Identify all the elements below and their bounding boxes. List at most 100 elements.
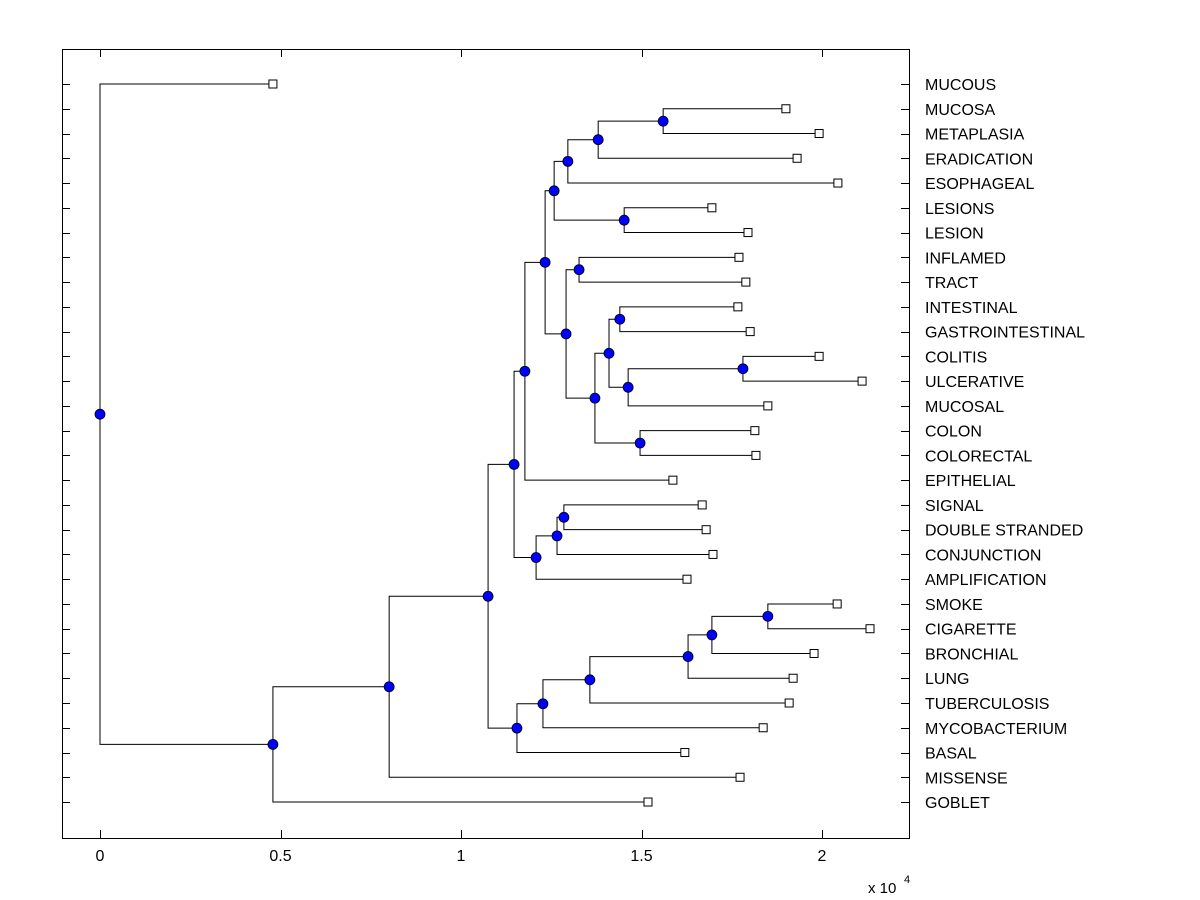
merge-node-marker — [706, 629, 718, 641]
leaf-marker — [735, 772, 745, 782]
leaf-marker — [865, 624, 875, 634]
leaf-label: CIGARETTE — [925, 622, 1017, 639]
leaf-label: COLORECTAL — [925, 448, 1032, 465]
branch-line — [608, 353, 629, 388]
leaf-label: SMOKE — [925, 597, 983, 614]
leaf-marker — [743, 228, 753, 238]
branch-line — [594, 352, 610, 399]
branch-line — [535, 535, 558, 558]
leaf-marker — [701, 525, 711, 535]
branch-line — [524, 371, 673, 481]
branch-line — [524, 261, 546, 372]
node-markers — [94, 79, 875, 807]
branch-line — [544, 262, 567, 335]
leaf-marker — [809, 648, 819, 658]
branch-line — [567, 161, 838, 184]
merge-node-marker — [551, 530, 563, 542]
leaf-label: LUNG — [925, 671, 969, 688]
branch-line — [487, 596, 517, 729]
axes-frame — [62, 49, 910, 839]
x-tick-label: 1.5 — [630, 848, 652, 865]
branch-line — [639, 443, 756, 456]
merge-node-marker — [584, 674, 596, 686]
branch-line — [516, 703, 543, 729]
branch-line — [388, 686, 741, 778]
leaf-marker — [734, 252, 744, 262]
leaf-marker — [750, 426, 760, 436]
branch-line — [767, 603, 838, 617]
x-tick-label: 0 — [96, 848, 105, 865]
axis-ticks: 0 0.5 1 1.5 2 — [62, 49, 909, 865]
branch-line — [99, 83, 273, 415]
leaf-marker — [708, 549, 718, 559]
leaf-label: GASTROINTESTINAL — [925, 325, 1085, 342]
merge-node-marker — [482, 590, 494, 602]
merge-node-marker — [530, 552, 542, 563]
merge-node-marker — [634, 437, 646, 449]
leaf-marker — [697, 500, 707, 510]
merge-node-marker — [383, 681, 395, 693]
leaf-marker — [832, 599, 842, 609]
branch-lines — [99, 83, 871, 803]
leaf-label: INFLAMED — [925, 250, 1006, 267]
merge-node-marker — [614, 313, 626, 325]
branch-line — [639, 430, 755, 444]
leaf-label: MYCOBACTERIUM — [925, 721, 1067, 738]
branch-line — [597, 139, 798, 159]
x-multiplier-exponent: 4 — [904, 874, 910, 886]
merge-node-marker — [94, 408, 106, 420]
branch-line — [711, 634, 815, 654]
leaf-marker — [733, 302, 743, 312]
leaf-marker — [707, 203, 717, 213]
merge-node-marker — [762, 610, 774, 622]
leaf-label: LESIONS — [925, 201, 994, 218]
branch-line — [619, 306, 738, 320]
leaf-label: MISSENSE — [925, 770, 1008, 787]
branch-line — [623, 207, 712, 221]
leaf-marker — [814, 129, 824, 139]
merge-node-marker — [519, 365, 531, 377]
leaf-labels: MUCOUS MUCOSA METAPLASIA ERADICATION ESOPHAG… — [925, 77, 1085, 812]
leaf-label: ULCERATIVE — [925, 374, 1024, 391]
leaf-marker — [643, 797, 653, 807]
merge-node-marker — [622, 381, 634, 393]
leaf-label: LESION — [925, 226, 984, 243]
merge-node-marker — [682, 651, 694, 662]
branch-line — [662, 108, 786, 122]
leaf-label: DOUBLE STRANDED — [925, 523, 1083, 540]
branch-line — [578, 256, 739, 270]
merge-node-marker — [537, 698, 549, 710]
merge-node-marker — [573, 264, 585, 276]
leaf-label: BRONCHIAL — [925, 646, 1018, 663]
leaf-label: METAPLASIA — [925, 127, 1025, 144]
leaf-label: COLITIS — [925, 349, 987, 366]
branch-line — [662, 121, 820, 135]
leaf-label: BASAL — [925, 746, 977, 763]
leaf-label: GOBLET — [925, 795, 990, 812]
leaf-marker — [784, 698, 794, 708]
leaf-label: EPITHELIAL — [925, 473, 1016, 490]
leaf-marker — [682, 574, 692, 584]
branch-line — [742, 368, 863, 382]
leaf-marker — [857, 376, 867, 386]
merge-node-marker — [539, 256, 551, 268]
merge-node-marker — [562, 155, 574, 167]
branch-line — [767, 616, 871, 630]
merge-node-marker — [267, 739, 279, 750]
branch-line — [687, 656, 794, 679]
leaf-marker — [745, 327, 755, 337]
leaf-label: TRACT — [925, 275, 979, 292]
branch-line — [578, 269, 746, 283]
branch-line — [565, 333, 595, 399]
x-tick-label: 1 — [457, 848, 466, 865]
branch-line — [589, 679, 790, 704]
branch-line — [687, 634, 712, 657]
branch-line — [594, 398, 641, 444]
branch-line — [542, 703, 764, 729]
leaf-label: AMPLIFICATION — [925, 572, 1047, 589]
branch-line — [388, 595, 489, 687]
branch-line — [597, 120, 664, 140]
branch-line — [627, 387, 768, 407]
leaf-label: CONJUNCTION — [925, 547, 1041, 564]
